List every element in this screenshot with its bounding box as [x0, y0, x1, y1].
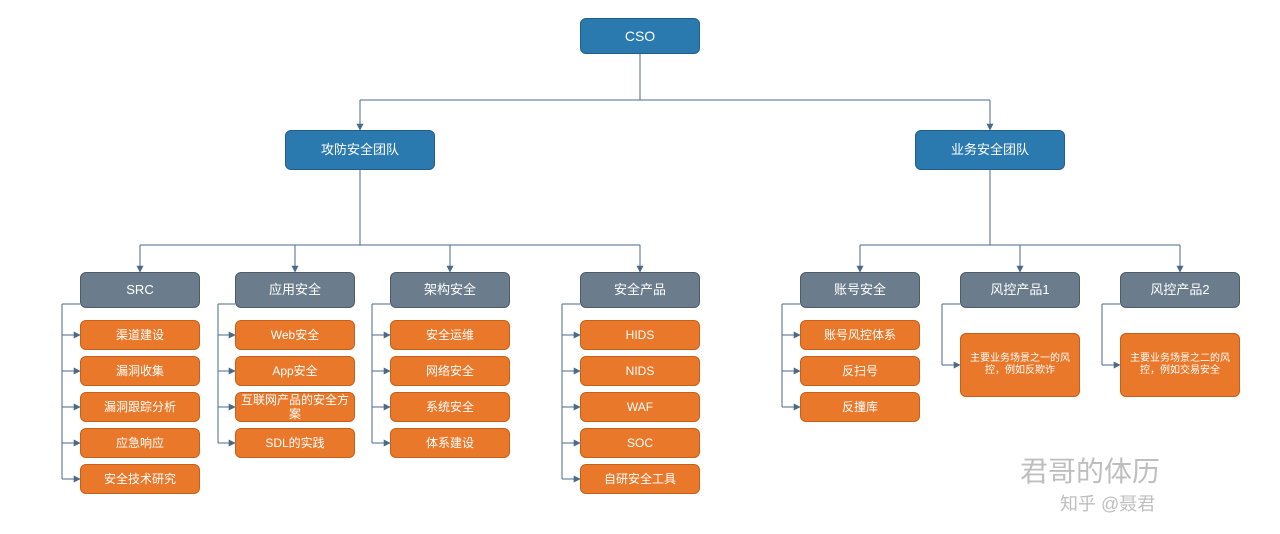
- node-src1: 渠道建设: [80, 320, 200, 350]
- node-app2: App安全: [235, 356, 355, 386]
- node-src4: 应急响应: [80, 428, 200, 458]
- node-g_acct: 账号安全: [800, 272, 920, 308]
- node-g_rc1: 风控产品1: [960, 272, 1080, 308]
- node-arch4: 体系建设: [390, 428, 510, 458]
- node-app4: SDL的实践: [235, 428, 355, 458]
- node-prod3: WAF: [580, 392, 700, 422]
- node-g_prod: 安全产品: [580, 272, 700, 308]
- node-rc2a: 主要业务场景之二的风控，例如交易安全: [1120, 333, 1240, 397]
- node-team_biz: 业务安全团队: [915, 130, 1065, 170]
- node-acct3: 反撞库: [800, 392, 920, 422]
- node-team_att: 攻防安全团队: [285, 130, 435, 170]
- node-g_arch: 架构安全: [390, 272, 510, 308]
- node-arch1: 安全运维: [390, 320, 510, 350]
- node-src5: 安全技术研究: [80, 464, 200, 494]
- node-acct2: 反扫号: [800, 356, 920, 386]
- node-g_app: 应用安全: [235, 272, 355, 308]
- node-src3: 漏洞跟踪分析: [80, 392, 200, 422]
- node-arch3: 系统安全: [390, 392, 510, 422]
- node-cso: CSO: [580, 18, 700, 54]
- node-arch2: 网络安全: [390, 356, 510, 386]
- node-app3: 互联网产品的安全方案: [235, 392, 355, 422]
- node-acct1: 账号风控体系: [800, 320, 920, 350]
- node-g_rc2: 风控产品2: [1120, 272, 1240, 308]
- watermark: 君哥的体历: [1020, 450, 1160, 490]
- node-prod4: SOC: [580, 428, 700, 458]
- node-prod5: 自研安全工具: [580, 464, 700, 494]
- watermark: 知乎 @聂君: [1060, 490, 1155, 516]
- node-g_src: SRC: [80, 272, 200, 308]
- node-src2: 漏洞收集: [80, 356, 200, 386]
- node-rc1a: 主要业务场景之一的风控，例如反欺诈: [960, 333, 1080, 397]
- node-prod2: NIDS: [580, 356, 700, 386]
- node-prod1: HIDS: [580, 320, 700, 350]
- node-app1: Web安全: [235, 320, 355, 350]
